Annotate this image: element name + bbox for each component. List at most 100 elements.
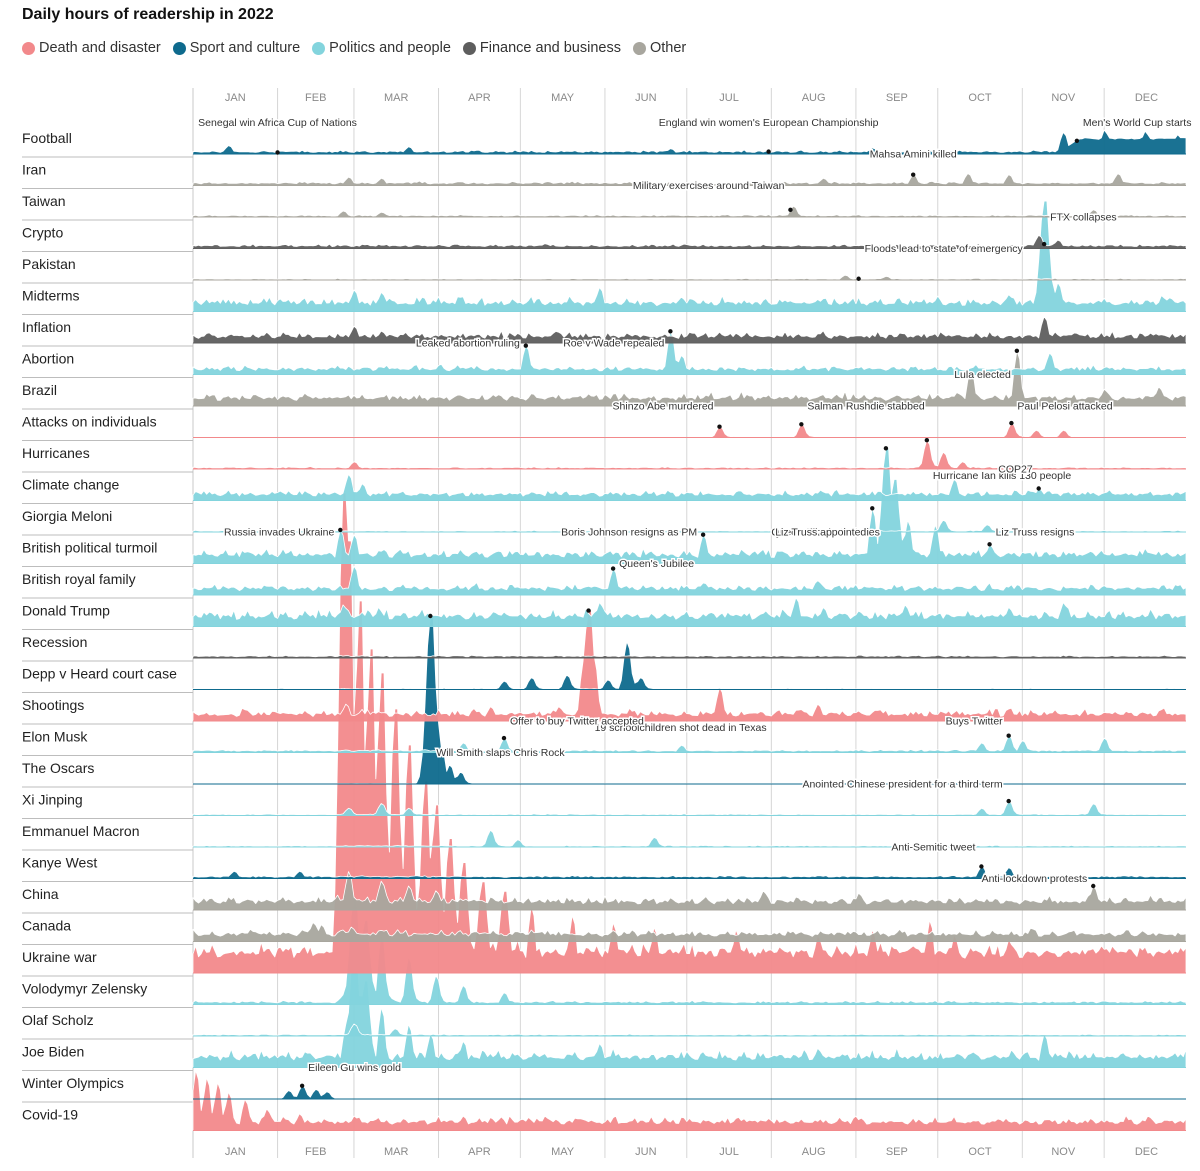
row-labels: Football Iran Taiwan Crypto Pakistan Midterms… <box>22 130 193 1123</box>
legend-swatch <box>22 41 35 55</box>
annotation-dot <box>668 329 673 334</box>
row-label: Attacks on individuals <box>22 414 157 430</box>
annotation-label: Liz Truss resigns <box>996 527 1075 539</box>
annotation-label: Boris Johnson resigns as PM <box>561 527 697 539</box>
row-label: British political turmoil <box>22 540 157 556</box>
annotation-dot <box>1036 486 1041 491</box>
annotation-label: Anointed Chinese president for a third t… <box>802 779 1002 791</box>
series-area <box>192 565 1187 596</box>
annotation-label: Roe v Wade repealed <box>563 338 664 350</box>
annotation-dot <box>299 1083 305 1089</box>
row-label: Pakistan <box>22 256 76 272</box>
annotation-label: Paul Pelosi attacked <box>1017 401 1112 413</box>
annotation-label: COP27 <box>998 464 1033 476</box>
series-area <box>192 597 1187 627</box>
annotation-dot <box>799 422 804 427</box>
annotation-dot <box>1014 348 1020 353</box>
legend-label: Sport and culture <box>189 40 301 56</box>
annotation-label: Queen Elizabeth II dies <box>771 527 880 539</box>
annotation-label: Lula elected <box>954 369 1011 381</box>
annotation-dot <box>1091 883 1096 889</box>
series-area <box>192 422 1187 438</box>
legend-item: Other <box>632 40 687 56</box>
legend-swatch <box>172 41 186 55</box>
series-area <box>192 330 1187 375</box>
series-area <box>192 234 1187 249</box>
legend: Death and disaster Sport and culture Polit… <box>22 38 686 58</box>
annotation-label: 19 schoolchildren shot dead in Texas <box>595 722 767 734</box>
legend-label: Other <box>649 40 687 56</box>
annotation-label: Shinzo Abe murdered <box>613 401 714 413</box>
annotation-dot <box>501 735 507 741</box>
annotation-dot <box>523 343 529 348</box>
month-ticks: JAN JAN FEB FEB MAR MAR APR APR MAY MAY JUN JUN JUL J… <box>225 92 1158 1158</box>
annotation-label: Floods lead to state of emergency <box>865 243 1024 255</box>
row-label: Ukraine war <box>22 949 97 965</box>
row-label: Football <box>22 130 72 146</box>
legend-swatch <box>312 41 326 55</box>
row-label: Volodymyr Zelensky <box>22 981 147 997</box>
month-label-top: DEC <box>1135 92 1158 104</box>
row-label: Canada <box>22 918 71 934</box>
annotation-label: England win women's European Championshi… <box>659 117 879 129</box>
legend-item: Sport and culture <box>172 40 301 56</box>
annotation-dot <box>275 150 280 155</box>
annotation-label: Queen's Jubilee <box>619 558 694 570</box>
annotation-label: Offer to buy Twitter accepted <box>510 716 644 728</box>
annotation-dot <box>856 276 861 281</box>
row-label: Taiwan <box>22 193 66 209</box>
month-label-top: JUN <box>635 92 656 104</box>
series-area <box>192 439 1187 470</box>
month-label-top: AUG <box>802 92 826 104</box>
month-label-top: SEP <box>886 92 908 104</box>
series-area <box>192 921 1187 942</box>
annotation-label: Russia invades Ukraine <box>224 527 334 539</box>
row-label: Xi Jinping <box>22 792 83 808</box>
row-label: Midterms <box>22 288 80 304</box>
annotation-label: Hurricane Ian kills 130 people <box>933 470 1071 482</box>
month-label-bottom: APR <box>468 1146 491 1158</box>
month-label-top: NOV <box>1051 92 1076 104</box>
row-label: Elon Musk <box>22 729 88 745</box>
annotation-dot <box>924 438 930 443</box>
annotation-label: Eileen Gu wins gold <box>308 1062 401 1074</box>
row-label: Olaf Scholz <box>22 1012 94 1028</box>
month-label-top: FEB <box>305 92 326 104</box>
annotation-dot <box>700 532 706 537</box>
month-label-bottom: JUN <box>635 1146 656 1158</box>
annotation-label: Senegal win Africa Cup of Nations <box>198 117 357 129</box>
row-label: Emmanuel Macron <box>22 823 140 839</box>
month-label-top: APR <box>468 92 491 104</box>
legend-label: Death and disaster <box>39 40 161 56</box>
month-label-bottom: NOV <box>1051 1146 1076 1158</box>
row-label: Inflation <box>22 319 71 335</box>
annotation-dot <box>1009 420 1014 426</box>
month-label-top: MAY <box>551 92 575 104</box>
row-label: Climate change <box>22 477 119 493</box>
series-area <box>192 610 1187 722</box>
month-label-top: JAN <box>225 92 246 104</box>
series-area <box>192 735 1187 753</box>
annotations: Senegal win Africa Cup of Nations England… <box>197 116 1193 1089</box>
chart-title: Daily hours of readership in 2022 <box>22 6 274 23</box>
series-area <box>192 316 1187 344</box>
month-label-bottom: MAR <box>384 1146 409 1158</box>
annotation-label: Liz Truss appointed <box>775 527 866 539</box>
series-area <box>192 447 1187 564</box>
row-label: The Oscars <box>22 760 94 776</box>
row-label: Crypto <box>22 225 63 241</box>
annotation-dot <box>788 207 793 213</box>
month-label-top: JUL <box>719 92 739 104</box>
row-label: Donald Trump <box>22 603 110 619</box>
series-area <box>192 1023 1187 1037</box>
annotation-dot <box>586 608 591 613</box>
month-label-top: MAR <box>384 92 409 104</box>
row-label: Covid-19 <box>22 1107 78 1123</box>
series-area <box>192 200 1187 312</box>
series-area <box>192 519 1187 533</box>
month-label-top: OCT <box>968 92 992 104</box>
month-label-bottom: MAY <box>551 1146 575 1158</box>
month-label-bottom: FEB <box>305 1146 326 1158</box>
annotation-dot <box>1074 138 1080 143</box>
legend-label: Finance and business <box>479 40 621 56</box>
